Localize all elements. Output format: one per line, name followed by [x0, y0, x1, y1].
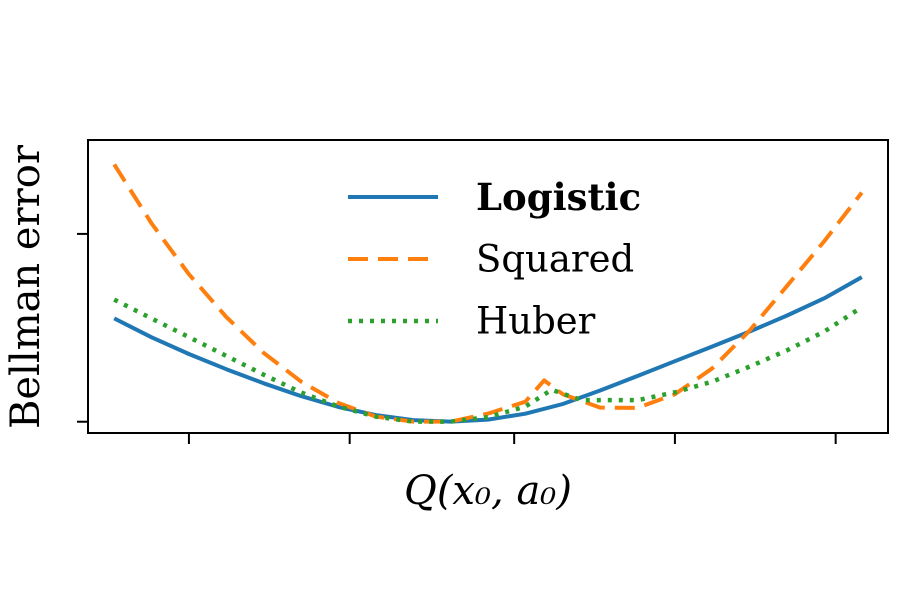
plot-frame: [87, 139, 889, 434]
legend-label-logistic: Logistic: [476, 175, 641, 219]
series-line-squared: [112, 163, 864, 424]
x-axis-ticks: [187, 433, 837, 444]
series-layer: [112, 163, 864, 424]
legend-label-squared: Squared: [476, 238, 634, 281]
series-line-logistic: [113, 275, 863, 424]
series-line-huber: [113, 297, 864, 424]
x-axis-label: Q(x₀, a₀): [404, 468, 572, 514]
legend-label-huber: Huber: [476, 300, 596, 343]
legend: Logistic Squared Huber: [348, 175, 641, 343]
y-axis-ticks: [77, 232, 88, 423]
y-axis-label: Bellman error: [3, 144, 49, 429]
